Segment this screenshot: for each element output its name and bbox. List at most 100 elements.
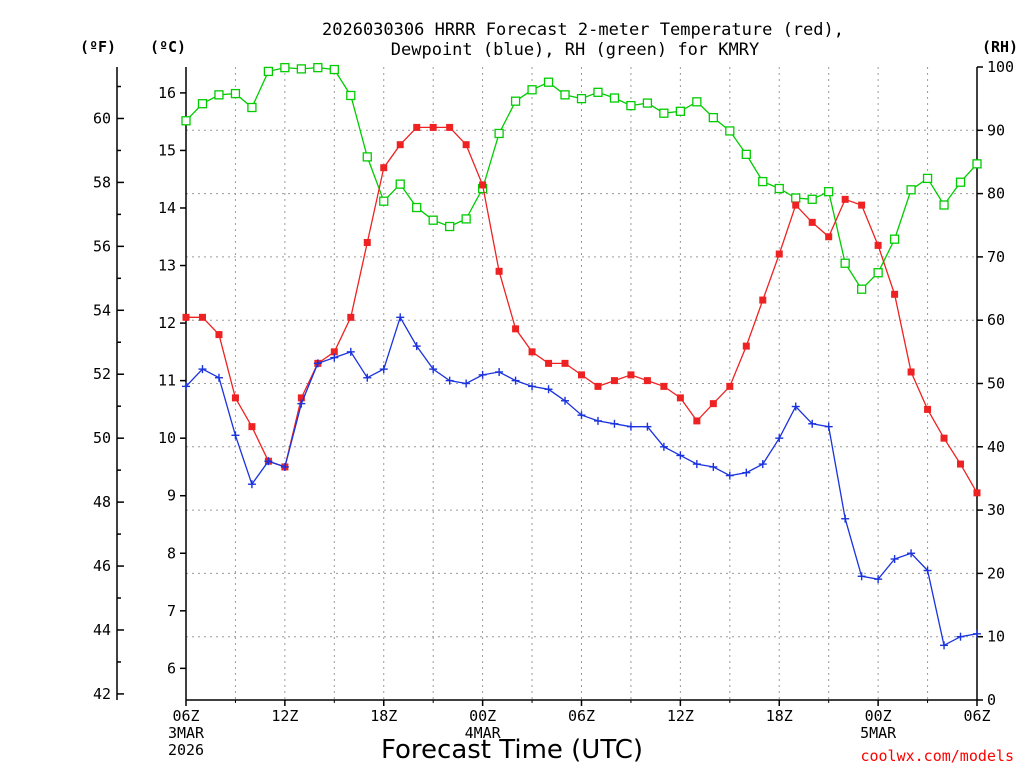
- rh-point: [741, 149, 751, 160]
- x-tick-date-label: 5MAR: [860, 724, 897, 742]
- rh-point: [313, 62, 323, 73]
- rh-point: [593, 87, 603, 97]
- celsius-unit-label: (ºC): [150, 38, 186, 56]
- rh-point: [329, 64, 339, 75]
- rh-point: [807, 194, 817, 204]
- rh-tick-label: 80: [987, 185, 1005, 203]
- rh-point: [659, 108, 669, 118]
- rh-point: [791, 193, 801, 203]
- rh-point: [609, 93, 620, 103]
- temperature-point: [182, 313, 190, 321]
- dewpoint-point: [478, 370, 487, 379]
- dewpoint-point: [264, 457, 273, 466]
- rh-tick-label: 70: [987, 248, 1005, 266]
- dewpoint-point: [214, 373, 223, 382]
- rh-point: [263, 66, 274, 77]
- rh-point: [972, 159, 982, 169]
- dewpoint-point: [676, 451, 685, 460]
- rh-point: [412, 202, 422, 213]
- temperature-point: [215, 331, 223, 339]
- temperature-point: [940, 434, 948, 442]
- temperature-point: [643, 377, 651, 385]
- temperature-point: [891, 290, 899, 298]
- rh-point: [922, 173, 933, 184]
- rh-point: [346, 90, 356, 101]
- dewpoint-point: [890, 555, 899, 564]
- temperature-point: [462, 141, 470, 149]
- x-tick-date-label: 2026: [168, 741, 204, 759]
- rh-unit-label: (RH): [982, 38, 1018, 56]
- dewpoint-point: [412, 342, 421, 351]
- temperature-point: [297, 394, 305, 402]
- dewpoint-point: [692, 460, 701, 469]
- chart-title-line-1: 2026030306 HRRR Forecast 2-meter Tempera…: [322, 20, 844, 40]
- dewpoint-point: [956, 632, 965, 641]
- dewpoint-point: [462, 379, 471, 388]
- rh-tick-label: 0: [987, 691, 996, 709]
- x-tick-label: 00Z: [865, 707, 892, 725]
- fahrenheit-tick-label: 56: [93, 237, 111, 255]
- dewpoint-point: [313, 359, 322, 368]
- dewpoint-point: [841, 514, 850, 523]
- temperature-point: [413, 123, 421, 131]
- temperature-point: [380, 164, 388, 172]
- temperature-point: [545, 359, 553, 367]
- dewpoint-point: [528, 382, 537, 391]
- dewpoint-point: [808, 419, 817, 428]
- dewpoint-point: [593, 416, 602, 425]
- rh-point: [181, 116, 191, 126]
- rh-point: [626, 100, 636, 111]
- rh-tick-label: 60: [987, 311, 1005, 329]
- temperature-point: [858, 201, 866, 209]
- temperature-point: [792, 201, 800, 209]
- dewpoint-point: [297, 399, 306, 408]
- dewpoint-point: [379, 365, 388, 374]
- celsius-tick-label: 16: [158, 84, 176, 102]
- temperature-point: [660, 382, 668, 390]
- temperature-point: [775, 250, 783, 258]
- dewpoint-point: [775, 434, 784, 443]
- temperature-point: [330, 348, 338, 356]
- fahrenheit-unit-label: (ºF): [80, 38, 116, 56]
- temperature-point: [874, 241, 882, 249]
- rh-point: [939, 200, 949, 210]
- fahrenheit-tick-label: 46: [93, 557, 111, 575]
- dewpoint-point: [396, 313, 405, 322]
- dewpoint-point: [907, 549, 916, 558]
- celsius-tick-label: 12: [158, 314, 176, 332]
- dewpoint-point: [824, 422, 833, 431]
- dewpoint-point: [742, 468, 751, 477]
- rh-point: [230, 88, 241, 99]
- dewpoint-point: [198, 365, 207, 374]
- dewpoint-point: [544, 385, 553, 394]
- temperature-point: [627, 371, 635, 379]
- dewpoint-point: [973, 629, 981, 638]
- dewpoint-point: [709, 462, 718, 471]
- temperature-point: [610, 377, 618, 385]
- rh-point: [675, 106, 686, 116]
- rh-point: [395, 179, 405, 189]
- dewpoint-series: [182, 313, 981, 650]
- fahrenheit-tick-label: 42: [93, 685, 111, 703]
- x-axis-label: Forecast Time (UTC): [381, 735, 643, 765]
- temperature-point: [446, 123, 454, 131]
- dewpoint-point: [857, 572, 866, 581]
- rh-point: [280, 62, 290, 73]
- rh-point: [692, 97, 702, 107]
- rh-point: [445, 221, 455, 232]
- dewpoint-point: [643, 422, 652, 431]
- rh-point: [906, 185, 916, 195]
- x-tick-label: 06Z: [963, 707, 990, 725]
- rh-point: [247, 102, 257, 113]
- dewpoint-point: [758, 460, 767, 469]
- temperature-point: [231, 394, 239, 402]
- rh-point: [214, 90, 224, 100]
- celsius-tick-label: 15: [158, 141, 176, 159]
- dewpoint-point: [923, 566, 932, 575]
- rh-point: [362, 152, 372, 162]
- dewpoint-point: [791, 402, 800, 411]
- data-series: [181, 62, 982, 650]
- temperature-point: [578, 371, 585, 379]
- fahrenheit-tick-label: 58: [93, 173, 111, 191]
